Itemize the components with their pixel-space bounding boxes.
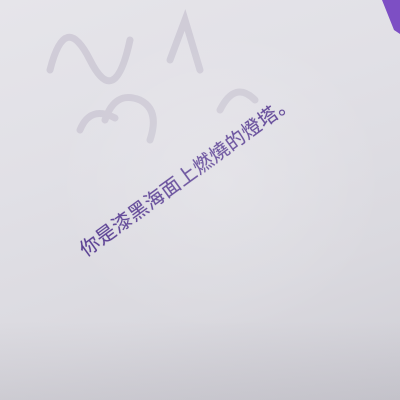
purple-corner-mark bbox=[382, 0, 400, 34]
bleed-through-lettering bbox=[46, 9, 259, 144]
printed-quote: 你是漆黑海面上燃燒的燈塔。 bbox=[75, 89, 300, 262]
